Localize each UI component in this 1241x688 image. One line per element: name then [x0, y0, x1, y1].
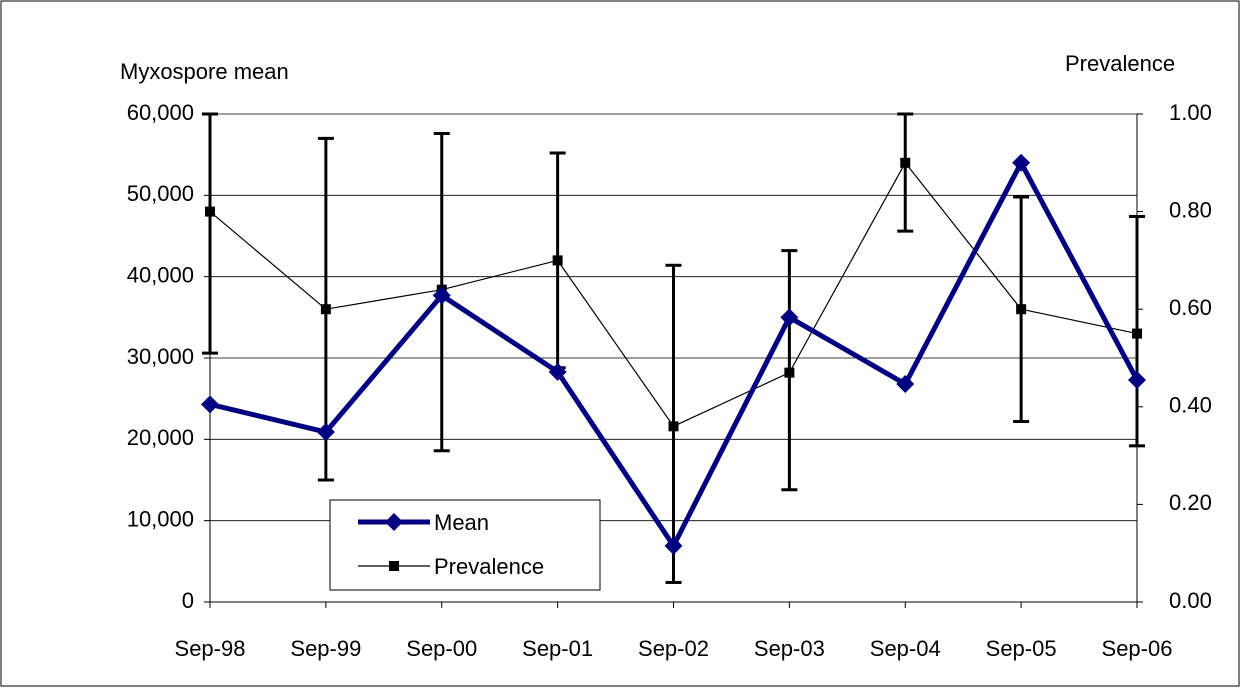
point	[1128, 370, 1146, 389]
y2-tick-label: 0.60	[1169, 295, 1212, 320]
x-tick-label: Sep-99	[290, 636, 361, 661]
y2-tick-label: 1.00	[1169, 100, 1212, 125]
y2-tick-label: 0.20	[1169, 490, 1212, 515]
x-tick-label: Sep-01	[522, 636, 593, 661]
point	[316, 423, 335, 442]
point	[784, 367, 795, 378]
point	[385, 513, 403, 531]
x-tick-label: Sep-98	[175, 636, 246, 661]
point	[201, 395, 219, 414]
legend-label: Prevalence	[434, 554, 544, 579]
point	[205, 206, 215, 217]
x-tick-label: Sep-02	[638, 636, 709, 661]
y-tick-label: 50,000	[127, 181, 194, 206]
y2-tick-label: 0.00	[1169, 588, 1212, 613]
x-tick-label: Sep-03	[754, 636, 825, 661]
y-tick-label: 30,000	[127, 344, 194, 369]
x-tick-label: Sep-04	[870, 636, 941, 661]
y-tick-label: 40,000	[127, 262, 194, 287]
point	[1012, 153, 1031, 172]
error-bar	[897, 112, 914, 233]
y2-tick-label: 0.40	[1169, 393, 1212, 418]
y-tick-label: 20,000	[127, 425, 194, 450]
error-bar	[202, 112, 218, 355]
point	[900, 157, 911, 168]
point	[1132, 328, 1142, 339]
point	[780, 308, 799, 327]
point	[320, 304, 331, 315]
point	[668, 421, 679, 432]
y2-axis-label: Prevalence	[1065, 51, 1175, 76]
point	[389, 561, 399, 571]
point	[548, 362, 567, 381]
y-axis-label: Myxospore mean	[120, 59, 289, 84]
y-tick-label: 0	[182, 588, 194, 613]
y2-tick-label: 0.80	[1169, 197, 1212, 222]
x-tick-label: Sep-05	[986, 636, 1057, 661]
x-tick-label: Sep-06	[1102, 636, 1173, 661]
point	[432, 286, 451, 305]
point	[896, 375, 915, 394]
point	[552, 255, 563, 266]
x-tick-label: Sep-00	[406, 636, 477, 661]
legend-label: Mean	[434, 510, 489, 535]
y-tick-label: 10,000	[127, 506, 194, 531]
y-tick-label: 60,000	[127, 100, 194, 125]
legend-box	[329, 499, 601, 591]
point	[664, 536, 683, 555]
point	[1016, 304, 1027, 315]
